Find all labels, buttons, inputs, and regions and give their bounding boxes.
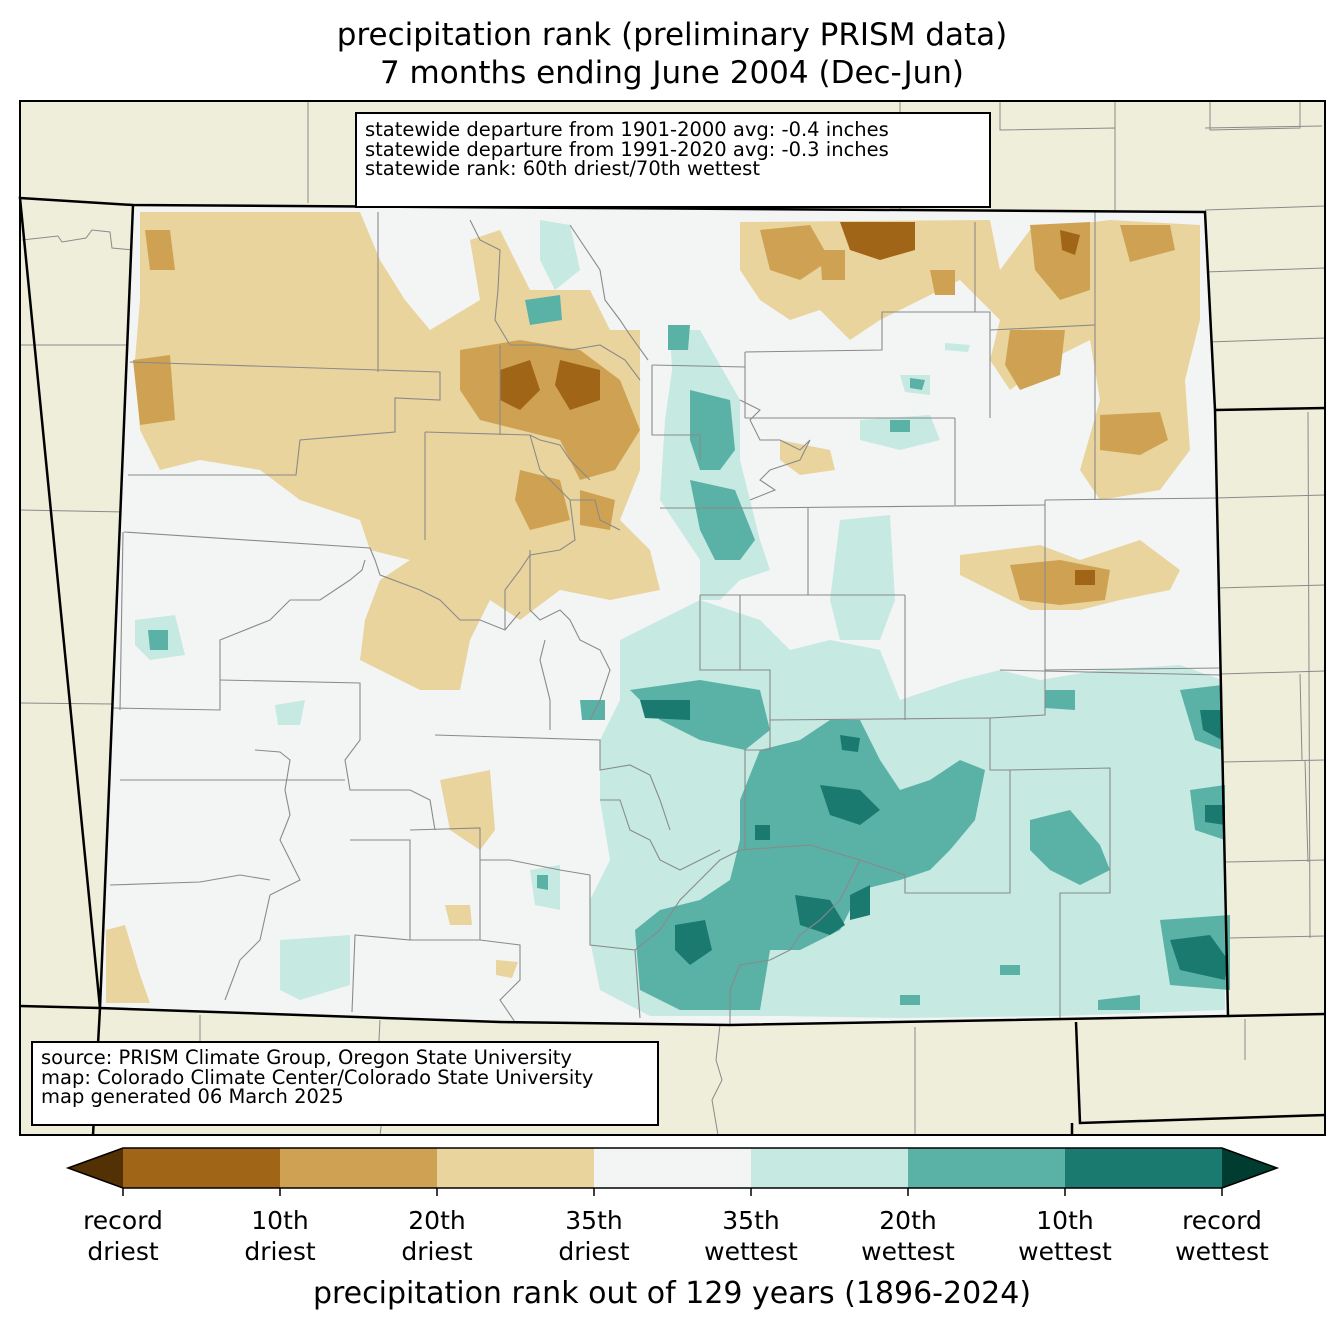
colorbar-segment	[437, 1148, 595, 1188]
colorbar-tick-label-line2: driest	[558, 1237, 630, 1266]
wet-regions	[135, 220, 1230, 1018]
colorbar-tick-label-line1: 20th	[408, 1206, 466, 1235]
colorbar-title: precipitation rank out of 129 years (189…	[312, 1276, 1032, 1311]
source-generated-date: map generated 06 March 2025	[41, 1085, 344, 1108]
source-map-credit: map: Colorado Climate Center/Colorado St…	[41, 1065, 594, 1089]
map-title-line1: precipitation rank (preliminary PRISM da…	[336, 17, 1008, 53]
neighbor-county-lines	[19, 101, 1326, 1136]
colorbar-tick-label-line2: wettest	[1018, 1237, 1112, 1266]
colorbar-tick-label-line2: driest	[87, 1237, 159, 1266]
stats-departure-1901-2000: statewide departure from 1901-2000 avg: …	[365, 118, 889, 141]
colorbar-tick-label: 20th wettest	[838, 1205, 978, 1267]
stats-departure-1991-2020: statewide departure from 1991-2020 avg: …	[365, 137, 889, 161]
colorbar-segment	[751, 1148, 909, 1188]
colorbar-tick-label: 20th driest	[367, 1205, 507, 1267]
county-lines	[109, 212, 1221, 1025]
map-title-line2: 7 months ending June 2004 (Dec-Jun)	[379, 55, 965, 91]
colorbar-tick-label: 35th wettest	[681, 1205, 821, 1267]
colorbar-tick-label-line2: wettest	[704, 1237, 798, 1266]
colorbar-segment	[908, 1148, 1066, 1188]
colorbar	[65, 1147, 1280, 1196]
colorbar-tick-label-line2: driest	[401, 1237, 473, 1266]
colorbar-tick-label-line1: 10th	[251, 1206, 309, 1235]
statewide-stats-box: statewide departure from 1901-2000 avg: …	[355, 112, 991, 208]
colorbar-tick-label-line1: 35th	[722, 1206, 780, 1235]
colorbar-tick-label-line2: wettest	[1175, 1237, 1269, 1266]
colorbar-tick-label: 35th driest	[524, 1205, 664, 1267]
colorbar-tick-label: record wettest	[1152, 1205, 1292, 1267]
source-prism: source: PRISM Climate Group, Oregon Stat…	[41, 1046, 572, 1069]
colorbar-tick-label-line1: 35th	[565, 1206, 623, 1235]
source-box: source: PRISM Climate Group, Oregon Stat…	[31, 1041, 659, 1126]
colorbar-tick-label-line1: record	[83, 1206, 163, 1235]
colorbar-tick-label-line1: 20th	[879, 1206, 937, 1235]
map-frame	[19, 100, 1326, 1136]
colorbar-tick-label: record driest	[53, 1205, 193, 1267]
colorbar-segment	[280, 1148, 438, 1188]
colorbar-tick-label-line1: 10th	[1036, 1206, 1094, 1235]
colorbar-tick-label: 10th driest	[210, 1205, 350, 1267]
colorbar-right-arrow	[1222, 1148, 1277, 1188]
colorbar-left-arrow	[68, 1148, 123, 1188]
stats-statewide-rank: statewide rank: 60th driest/70th wettest	[365, 157, 760, 180]
colorbar-tick-label-line2: wettest	[861, 1237, 955, 1266]
colorbar-tick-label-line1: record	[1182, 1206, 1262, 1235]
dry-regions	[106, 212, 1200, 1003]
colorbar-tick-label-line2: driest	[244, 1237, 316, 1266]
colorbar-segment	[123, 1148, 281, 1188]
colorbar-segment	[594, 1148, 752, 1188]
colorbar-segment	[1065, 1148, 1223, 1188]
colorbar-tick-label: 10th wettest	[995, 1205, 1135, 1267]
